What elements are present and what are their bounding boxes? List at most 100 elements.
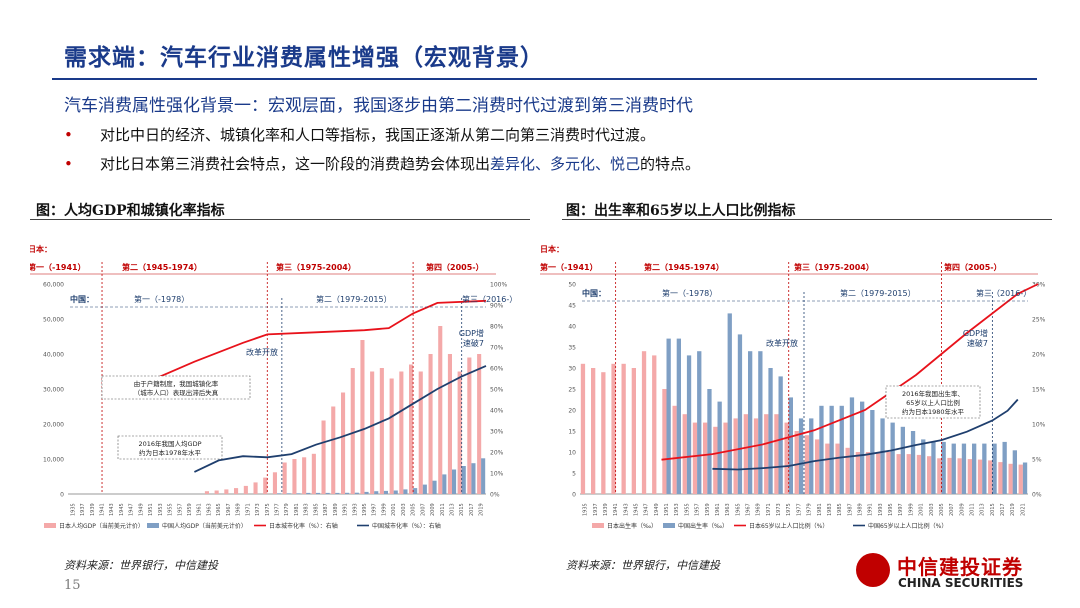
x-tick-label: 2021	[1020, 503, 1026, 516]
x-tick-label: 1995	[888, 503, 894, 516]
bar-japan	[224, 489, 229, 494]
bar-china	[768, 368, 773, 494]
annotation-gdp: GDP增	[459, 328, 484, 338]
x-tick-label: 1977	[275, 503, 281, 516]
annotation-note-text: （城市人口）表现出滞后失真	[134, 388, 219, 397]
bar-japan	[477, 354, 482, 494]
y-right-tick-label: 70%	[490, 345, 504, 352]
x-tick-label: 1949	[138, 503, 144, 516]
x-tick-label: 1963	[207, 503, 213, 516]
x-tick-label: 1983	[827, 503, 833, 516]
y-right-tick-label: 0%	[490, 492, 500, 499]
bar-japan	[825, 443, 830, 494]
bar-china	[727, 313, 732, 494]
y-left-tick-label: 15	[568, 429, 576, 436]
x-tick-label: 1971	[766, 503, 772, 516]
bullet-marker: •	[64, 155, 73, 173]
bar-japan	[886, 452, 891, 494]
era-jp-prefix: 日本：	[30, 244, 52, 254]
y-left-tick-label: 25	[568, 387, 576, 394]
x-tick-label: 1943	[623, 503, 629, 516]
x-tick-label: 2017	[1000, 503, 1006, 516]
line-japan	[661, 283, 1039, 461]
era-jp-label: 第四（2005-）	[426, 262, 484, 272]
bar-japan	[457, 371, 462, 494]
y-right-tick-label: 30%	[490, 429, 504, 436]
x-tick-label: 1943	[109, 503, 115, 516]
x-tick-label: 2015	[990, 503, 996, 516]
annotation-reform: 改革开放	[246, 347, 278, 357]
legend-label: 中国人均GDP（当前美元计价）	[162, 522, 247, 530]
bar-japan	[835, 443, 840, 494]
bar-china	[880, 418, 885, 494]
x-tick-label: 1979	[807, 503, 813, 516]
x-tick-label: 1939	[90, 503, 96, 516]
bar-japan	[652, 355, 657, 494]
y-left-tick-label: 60,000	[43, 282, 64, 289]
bar-japan	[794, 431, 799, 494]
x-tick-label: 1995	[362, 503, 368, 516]
bar-china	[951, 443, 956, 494]
y-left-tick-label: 20	[568, 408, 576, 415]
x-tick-label: 2005	[939, 503, 945, 516]
bar-japan	[641, 351, 647, 494]
bar-china	[798, 418, 804, 494]
x-tick-label: 1969	[236, 503, 242, 516]
bar-japan	[804, 435, 810, 494]
x-tick-label: 1981	[817, 503, 823, 516]
bar-japan	[672, 405, 677, 494]
bar-japan	[845, 447, 850, 494]
bar-china	[748, 351, 753, 494]
x-tick-label: 1981	[294, 503, 300, 516]
era-jp-prefix: 日本：	[540, 244, 564, 254]
x-tick-label: 1937	[80, 503, 86, 516]
bar-china	[870, 410, 875, 494]
x-tick-label: 1967	[746, 503, 752, 516]
brand-name-en: CHINA SECURITIES	[898, 576, 1024, 590]
y-right-tick-label: 25%	[1032, 317, 1046, 324]
bar-japan	[815, 439, 820, 494]
x-tick-label: 1975	[786, 503, 792, 516]
x-tick-label: 1997	[372, 503, 378, 516]
line-japan	[145, 299, 487, 384]
x-tick-label: 1957	[177, 503, 183, 516]
legend-swatch	[147, 523, 159, 528]
era-jp-label: 第三（1975-2004）	[794, 262, 874, 272]
bullet-1: • 对比中日的经济、城镇化率和人口等指标，我国正逐渐从第二向第三消费时代过渡。	[64, 124, 655, 145]
bar-china	[403, 489, 408, 494]
x-tick-label: 1953	[674, 503, 680, 516]
bar-china	[461, 466, 466, 494]
y-right-tick-label: 50%	[490, 387, 504, 394]
bar-china	[393, 490, 398, 494]
bar-japan	[774, 414, 779, 494]
era-jp-label: 第二（1945-1974）	[122, 262, 202, 272]
y-right-tick-label: 90%	[490, 303, 504, 310]
legend-swatch	[44, 523, 56, 528]
x-tick-label: 1983	[304, 503, 310, 516]
x-tick-label: 2013	[980, 503, 986, 516]
y-right-tick-label: 60%	[490, 366, 504, 373]
y-left-tick-label: 0	[60, 492, 64, 499]
x-tick-label: 1985	[313, 503, 319, 516]
bar-japan	[631, 368, 636, 494]
legend-label: 日本出生率（‰）	[607, 522, 657, 530]
bar-japan	[360, 340, 365, 494]
bar-japan	[311, 453, 316, 495]
x-tick-label: 1935	[70, 503, 76, 516]
bar-china	[860, 401, 865, 494]
y-left-tick-label: 0	[572, 492, 576, 499]
bullet-2-text-post: 的特点。	[640, 155, 701, 173]
chart-1-title: 图：人均GDP和城镇化率指标	[36, 203, 225, 219]
bar-china	[306, 492, 311, 494]
x-tick-label: 2009	[959, 503, 965, 516]
bar-japan	[418, 371, 423, 494]
x-tick-label: 1935	[583, 503, 589, 516]
x-tick-label: 1959	[187, 503, 193, 516]
annotation-box	[117, 435, 223, 460]
x-tick-label: 2001	[391, 503, 397, 516]
x-tick-label: 1999	[908, 503, 914, 516]
x-tick-label: 1953	[158, 503, 164, 516]
annotation-note-text: 2016年我国人均GDP	[138, 439, 201, 448]
bar-china	[315, 492, 320, 494]
bar-japan	[341, 392, 346, 494]
